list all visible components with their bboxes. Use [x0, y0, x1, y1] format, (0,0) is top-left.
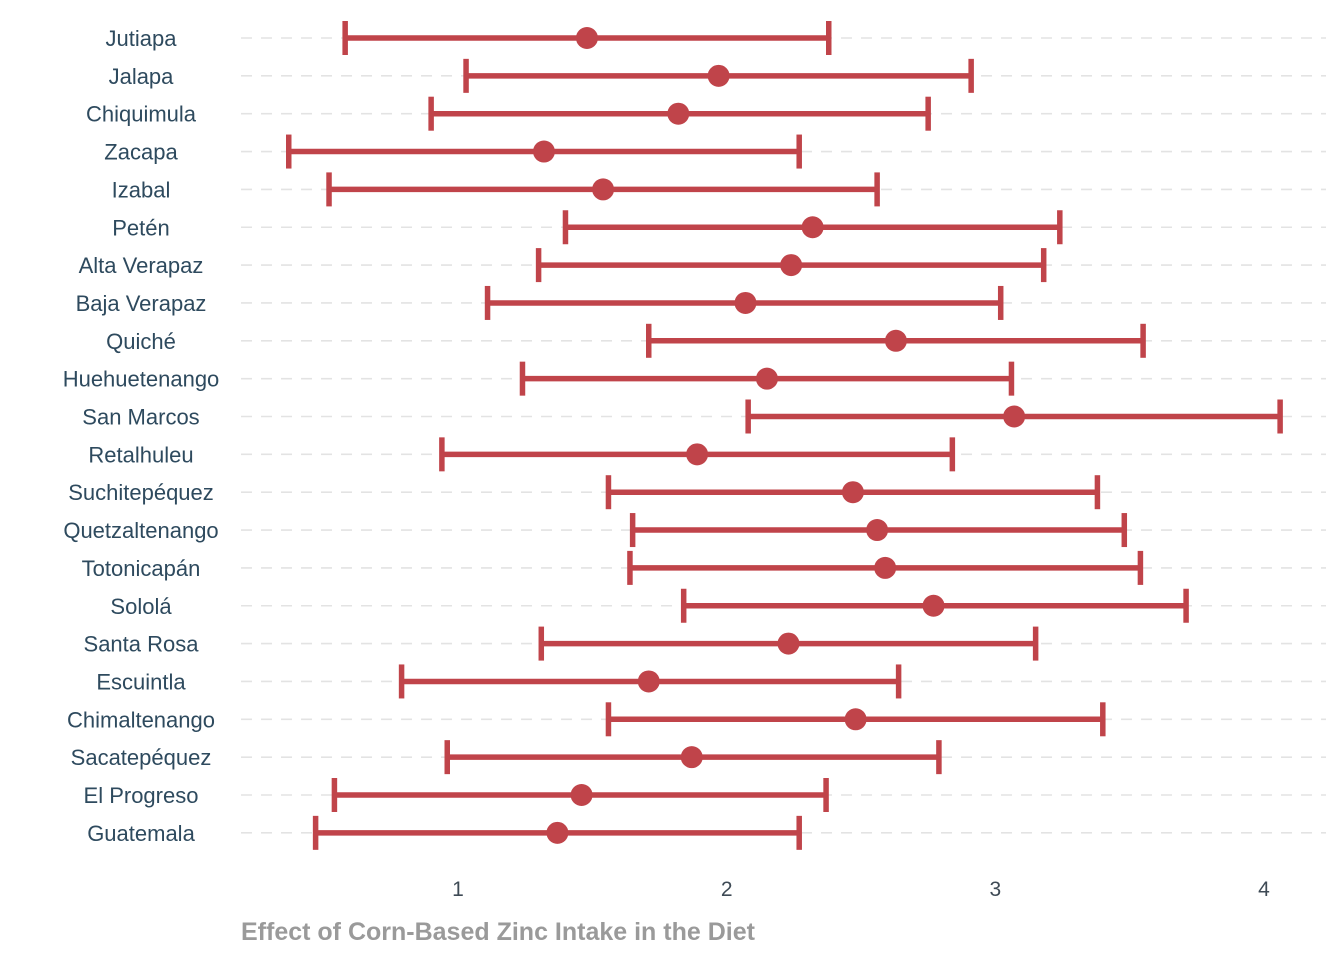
category-label: Petén [112, 215, 170, 240]
estimate-point [546, 821, 569, 844]
estimate-point [844, 708, 867, 731]
estimate-point [686, 443, 709, 466]
category-label: Chimaltenango [67, 707, 215, 732]
category-label: Zacapa [104, 140, 178, 165]
category-label: Santa Rosa [84, 632, 200, 657]
category-label: Jutiapa [106, 26, 178, 51]
category-label: Sacatepéquez [71, 745, 212, 770]
x-tick-label: 1 [452, 878, 464, 901]
category-label: Izabal [112, 177, 171, 202]
category-label: Baja Verapaz [76, 291, 207, 316]
estimate-point [801, 216, 824, 239]
category-label: El Progreso [84, 783, 199, 808]
category-label: Quetzaltenango [63, 518, 218, 543]
estimate-point [874, 556, 897, 579]
estimate-point [734, 291, 757, 314]
category-label: Escuintla [96, 669, 186, 694]
estimate-point [922, 594, 945, 617]
category-label: San Marcos [82, 405, 199, 430]
category-label: Huehuetenango [63, 367, 220, 392]
x-tick-label: 4 [1258, 878, 1270, 901]
estimate-point [841, 481, 864, 504]
category-label: Quiché [106, 329, 176, 354]
category-label: Alta Verapaz [79, 253, 204, 278]
estimate-point [570, 784, 593, 806]
x-axis-ticks: 1 2 3 4 [452, 878, 1270, 901]
category-label: Sololá [110, 594, 172, 619]
estimate-point [777, 632, 800, 655]
category-label: Guatemala [87, 821, 195, 846]
category-label: Chiquimula [86, 102, 197, 127]
x-tick-label: 3 [989, 878, 1001, 901]
estimate-point [592, 178, 615, 201]
estimate-point [707, 64, 730, 87]
category-label: Suchitepéquez [68, 480, 214, 505]
estimate-point [532, 140, 555, 163]
x-axis-title: Effect of Corn-Based Zinc Intake in the … [241, 918, 756, 946]
estimate-point [637, 670, 660, 693]
estimate-point [884, 329, 907, 352]
estimate-point [866, 519, 889, 542]
estimate-point [575, 27, 598, 49]
estimate-point [1003, 405, 1026, 428]
category-label: Totonicapán [82, 556, 201, 581]
estimate-point [680, 746, 703, 769]
x-tick-label: 2 [721, 878, 733, 901]
category-label: Retalhuleu [88, 442, 193, 467]
gridlines [241, 37, 1326, 834]
estimate-point [667, 102, 690, 125]
estimate-point [755, 367, 778, 390]
category-labels: Jutiapa Jalapa Chiquimula Zacapa Izabal Petén… [63, 26, 220, 846]
error-bars [285, 21, 1283, 850]
estimate-point [780, 254, 803, 277]
category-label: Jalapa [109, 64, 175, 89]
